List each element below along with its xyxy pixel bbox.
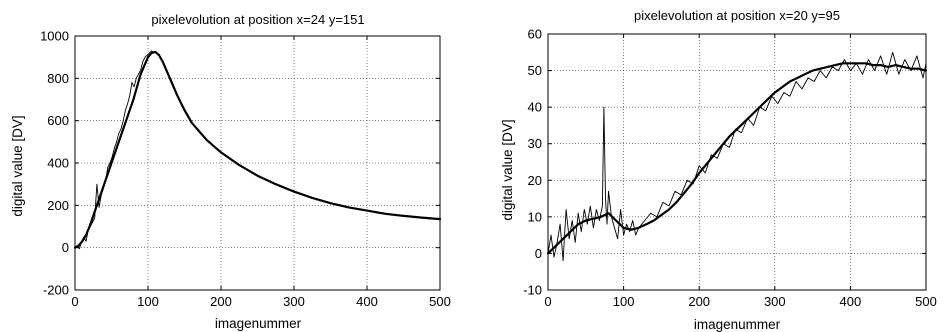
plot-area: [547, 33, 927, 291]
x-tick-label: 300: [283, 294, 305, 309]
chart-title: pixelevolution at position x=20 y=95: [634, 8, 840, 23]
y-tick-label: 800: [47, 71, 69, 86]
y-tick-label: 400: [47, 156, 69, 171]
chart-right: pixelevolution at position x=20 y=95 ima…: [500, 8, 937, 332]
y-tick-label: 20: [528, 173, 542, 188]
grid: [548, 34, 926, 290]
y-tick-label: -200: [43, 283, 69, 298]
y-tick-label: 40: [528, 100, 542, 115]
chart-title: pixelevolution at position x=24 y=151: [151, 12, 364, 27]
y-tick-label: 10: [528, 209, 542, 224]
x-tick-label: 0: [544, 294, 551, 309]
x-tick-label: 100: [137, 294, 159, 309]
y-tick-label: -10: [523, 283, 542, 298]
x-tick-label: 200: [210, 294, 232, 309]
y-axis-title: digital value [DV]: [10, 115, 25, 216]
y-tick-label: 30: [528, 136, 542, 151]
x-tick-label: 500: [915, 294, 937, 309]
x-axis-title: imagenummer: [694, 317, 781, 332]
y-tick-label: 600: [47, 113, 69, 128]
x-axis-title: imagenummer: [215, 316, 302, 331]
x-tick-label: 400: [356, 294, 378, 309]
series-line-thick-smooth: [73, 50, 442, 249]
y-axis-title: digital value [DV]: [500, 119, 515, 220]
y-tick-label: 60: [528, 27, 542, 42]
y-tick-label: 200: [47, 198, 69, 213]
y-tick-label: 50: [528, 63, 542, 78]
x-tick-label: 200: [688, 294, 710, 309]
y-tick-label: 1000: [40, 29, 69, 44]
series-line-thin-raw: [547, 51, 927, 262]
y-tick-label: 0: [62, 240, 69, 255]
x-tick-label: 300: [764, 294, 786, 309]
chart-left: pixelevolution at position x=24 y=151 im…: [10, 12, 451, 331]
x-tick-label: 100: [613, 294, 635, 309]
series-line-thin-raw: [74, 50, 155, 250]
y-tick-label: 0: [535, 246, 542, 261]
x-tick-label: 400: [840, 294, 862, 309]
series-group: [546, 51, 928, 262]
series-group: [73, 50, 442, 250]
x-tick-label: 0: [71, 294, 78, 309]
series-line-thick-smooth: [546, 62, 928, 255]
grid: [75, 36, 440, 290]
x-tick-label: 500: [429, 294, 451, 309]
